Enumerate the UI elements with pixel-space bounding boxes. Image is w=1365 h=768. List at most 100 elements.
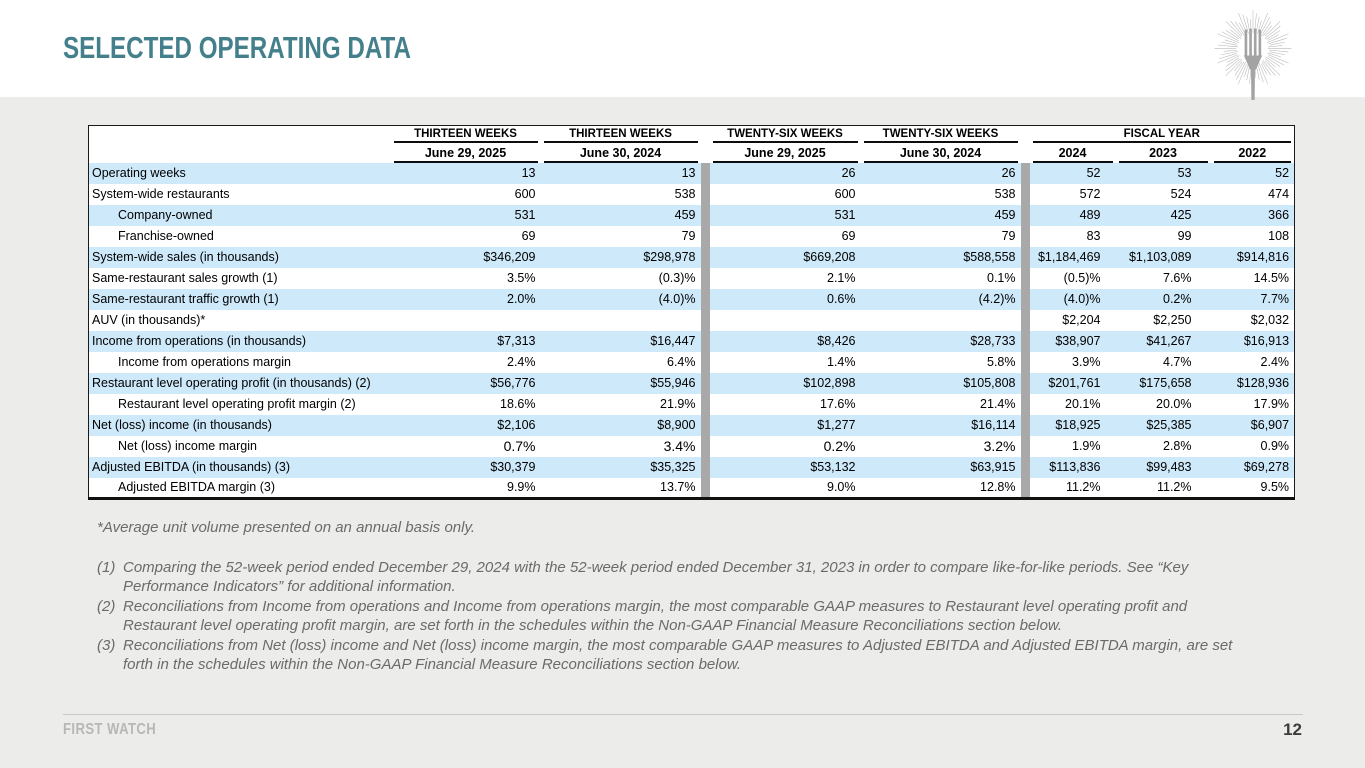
value-cell: $346,209 [390, 246, 541, 268]
value-cell: $16,447 [540, 330, 701, 352]
footnote-number: (2) [97, 597, 116, 615]
row-label: Adjusted EBITDA margin (3) [118, 480, 276, 495]
group-separator [1020, 330, 1030, 352]
group-separator [1020, 225, 1030, 247]
row-label: Same-restaurant sales growth (1) [92, 271, 278, 285]
group-separator [1020, 309, 1030, 331]
footnote-item: (2) Reconciliations from Income from ope… [97, 597, 1242, 636]
row-label: Net (loss) income (in thousands) [88, 414, 391, 436]
value-cell: 474 [1268, 187, 1290, 201]
footnote-text: Reconciliations from Net (loss) income a… [123, 636, 1233, 674]
value-cell: $2,032 [1250, 313, 1290, 327]
operating-data-table: THIRTEEN WEEKS THIRTEEN WEEKS TWENTY-SIX… [88, 125, 1296, 500]
group-separator [1020, 288, 1030, 310]
value-cell: 3.4% [663, 438, 696, 454]
value-cell: 79 [1001, 229, 1016, 243]
value-cell: $201,761 [1029, 372, 1116, 394]
value-cell: 108 [1268, 229, 1290, 243]
table-row: Net (loss) income margin 0.7% 3.4% 0.2% 3.2%… [89, 435, 1295, 457]
footnotes: *Average unit volume presented on an ann… [97, 518, 1242, 675]
value-cell: $102,898 [709, 372, 861, 394]
table-row: Same-restaurant sales growth (1) 3.5% (0.3… [89, 267, 1295, 289]
value-cell: $28,733 [860, 330, 1021, 352]
value-cell: 600 [514, 187, 536, 201]
group-separator [1020, 246, 1030, 268]
value-cell: 13.7% [660, 480, 696, 495]
value-cell: $7,313 [390, 330, 541, 352]
value-cell: $1,277 [709, 414, 861, 436]
row-label: Income from operations (in thousands) [88, 330, 391, 352]
fork-icon [1243, 28, 1263, 100]
table-row: AUV (in thousands)* $2,204 $2,250 $2,032 [89, 309, 1295, 331]
value-cell: (0.5)% [1063, 271, 1101, 285]
column-header: 2024 [1029, 142, 1116, 163]
value-cell: 11.2% [1065, 480, 1101, 495]
page-number: 12 [1283, 720, 1302, 739]
value-cell: 20.0% [1156, 397, 1192, 411]
row-label: Company-owned [88, 204, 391, 226]
value-cell: $2,106 [390, 414, 541, 436]
value-cell: 0.7% [503, 438, 536, 454]
group-separator [700, 246, 710, 268]
group-separator [700, 414, 710, 436]
value-cell: 17.6% [820, 397, 856, 411]
value-cell: 538 [674, 187, 696, 201]
value-cell: 459 [540, 204, 701, 226]
value-cell: $99,483 [1115, 456, 1211, 478]
value-cell: 531 [709, 204, 861, 226]
corner-cell [88, 125, 391, 163]
group-separator [700, 330, 710, 352]
table-row: Company-owned 531 459 531 459 489 425 366 [88, 204, 1295, 226]
group-separator [1020, 183, 1030, 205]
table-row: System-wide restaurants 600 538 600 538 572 52… [89, 183, 1295, 205]
row-label: Operating weeks [88, 162, 391, 184]
group-separator [1020, 393, 1030, 415]
value-cell: 1.4% [827, 355, 856, 369]
group-separator [1020, 125, 1030, 163]
row-label: Same-restaurant traffic growth (1) [88, 288, 391, 310]
value-cell: $18,925 [1029, 414, 1116, 436]
header-band: SELECTED OPERATING DATA [0, 0, 1365, 100]
value-cell: 5.8% [987, 355, 1016, 369]
value-cell: 26 [860, 162, 1021, 184]
value-cell: 7.6% [1163, 271, 1192, 285]
value-cell [861, 310, 1021, 331]
sub-header-row: June 29, 2025 June 30, 2024 June 29, 202… [89, 142, 1295, 163]
group-separator [700, 351, 710, 373]
table-row: Franchise-owned 69 79 69 79 83 99 108 [89, 225, 1295, 247]
value-cell: $63,915 [860, 456, 1021, 478]
value-cell: 425 [1115, 204, 1211, 226]
value-cell: (4.0)% [1029, 288, 1116, 310]
value-cell: $69,278 [1210, 456, 1295, 478]
value-cell: 7.7% [1210, 288, 1295, 310]
value-cell: $56,776 [390, 372, 541, 394]
value-cell: 9.5% [1260, 480, 1290, 495]
table-row: Net (loss) income (in thousands) $2,106 $8… [88, 414, 1295, 436]
group-separator [700, 477, 710, 499]
group-separator [1020, 372, 1030, 394]
column-header: June 29, 2025 [390, 142, 541, 163]
value-cell: 1.9% [1072, 439, 1101, 453]
value-cell: 531 [390, 204, 541, 226]
value-cell: 0.6% [709, 288, 861, 310]
value-cell: $588,558 [860, 246, 1021, 268]
group-separator [700, 225, 710, 247]
table-row: System-wide sales (in thousands) $346,209… [88, 246, 1295, 268]
value-cell: 524 [1170, 187, 1192, 201]
value-cell: $6,907 [1210, 414, 1295, 436]
value-cell: 9.0% [827, 480, 856, 495]
value-cell: 3.2% [983, 438, 1016, 454]
value-cell: 0.1% [987, 271, 1016, 285]
value-cell: 2.1% [827, 271, 856, 285]
value-cell: 366 [1210, 204, 1295, 226]
group-separator [700, 204, 710, 226]
group-separator [1020, 414, 1030, 436]
value-cell: 18.6% [500, 397, 536, 411]
value-cell: 14.5% [1253, 271, 1290, 285]
group-separator [1020, 351, 1030, 373]
value-cell: 12.8% [980, 480, 1016, 495]
value-cell: $41,267 [1115, 330, 1211, 352]
table-row: Income from operations margin 2.4% 6.4% 1.4… [89, 351, 1295, 373]
row-label: Income from operations margin [118, 355, 291, 369]
footnote-item: (3) Reconciliations from Net (loss) inco… [97, 636, 1242, 675]
